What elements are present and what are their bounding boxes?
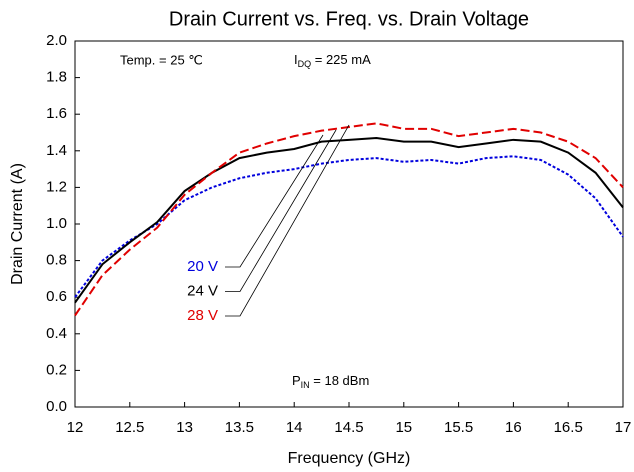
x-axis-label: Frequency (GHz) [288,450,411,467]
leader-line [225,134,324,268]
series-line [74,136,624,304]
y-tick-label: 2.0 [46,32,67,49]
y-tick-label: 0.4 [46,325,67,342]
y-tick-label: 1.0 [46,215,67,232]
x-tick-label: 14.5 [334,419,363,436]
y-tick-label: 0.0 [46,398,67,415]
legend-label: 24 V [187,282,218,299]
x-tick-label: 16.5 [554,419,583,436]
x-tick-label: 15 [395,419,412,436]
annotation-part: I [294,52,298,67]
y-tick-label: 0.6 [46,288,67,305]
annotation: Temp. = 25 ℃ [120,52,203,67]
annotation: PIN = 18 dBm [292,373,369,390]
x-tick-label: 14 [286,419,303,436]
x-tick-label: 12.5 [115,419,144,436]
chart-title: Drain Current vs. Freq. vs. Drain Voltag… [169,8,529,30]
x-tick-label: 12 [67,419,84,436]
annotation-sub: IN [301,380,310,390]
y-tick-label: 1.8 [46,69,67,86]
series-line [74,122,624,317]
y-tick-label: 1.2 [46,178,67,195]
leader-line [225,124,350,317]
y-tick-label: 0.2 [46,361,67,378]
x-tick-label: 13.5 [225,419,254,436]
x-tick-label: 17 [615,419,632,436]
annotation: IDQ = 225 mA [294,52,371,69]
legend-label: 28 V [187,307,218,324]
x-tick-label: 15.5 [444,419,473,436]
annotation-part: = 225 mA [311,52,371,67]
x-tick-label: 13 [176,419,193,436]
annotation-part: P [292,373,301,388]
y-tick-label: 1.4 [46,142,67,159]
annotation-sub: DQ [298,59,312,69]
y-axis-label: Drain Current (A) [9,163,26,285]
y-tick-label: 0.8 [46,252,67,269]
plot-frame [74,40,624,408]
y-tick-label: 1.6 [46,105,67,122]
annotation-part: = 18 dBm [310,373,370,388]
x-tick-label: 16 [505,419,522,436]
series-line [74,155,624,298]
leader-line [225,129,337,292]
legend-label: 20 V [187,258,218,275]
